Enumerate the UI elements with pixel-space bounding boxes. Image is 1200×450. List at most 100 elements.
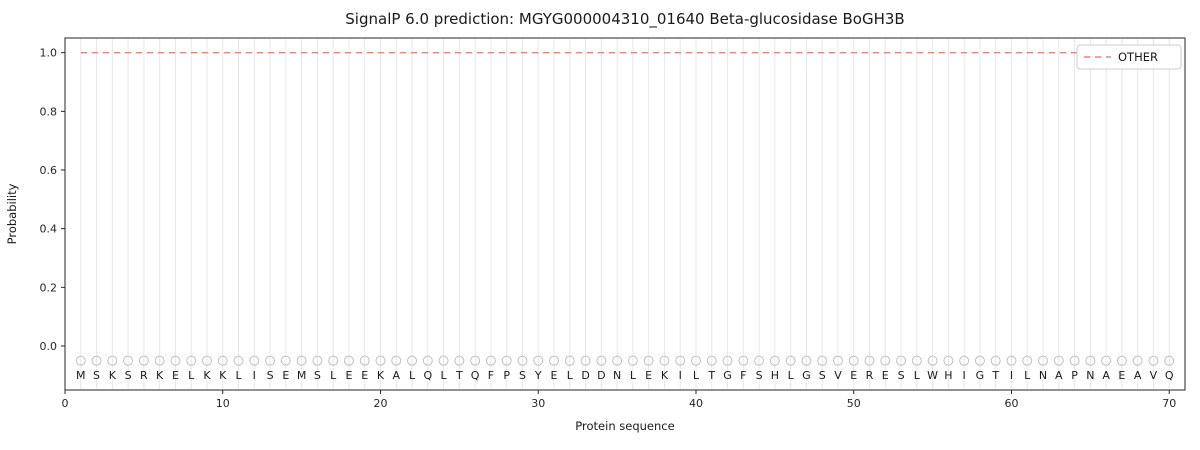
residue-letter: T bbox=[991, 369, 999, 382]
residue-letter: L bbox=[788, 369, 795, 382]
x-axis-label: Protein sequence bbox=[575, 419, 674, 433]
residue-marker bbox=[943, 355, 954, 366]
residue-letter: L bbox=[630, 369, 637, 382]
residue-marker bbox=[549, 355, 560, 366]
residue-marker bbox=[675, 355, 686, 366]
residue-marker bbox=[927, 355, 938, 366]
residue-letter: D bbox=[581, 369, 589, 382]
residue-marker bbox=[848, 355, 859, 366]
residue-letter: K bbox=[109, 369, 117, 382]
residue-marker bbox=[769, 355, 780, 366]
plot-area: 0.00.20.40.60.81.00 10 20 30 40 50 60 70M S K S R K E… bbox=[40, 37, 1186, 410]
residue-letter: P bbox=[1071, 369, 1078, 382]
residue-letter: E bbox=[850, 369, 857, 382]
x-tick-label: 20 bbox=[373, 397, 387, 410]
residue-marker bbox=[754, 355, 765, 366]
residue-marker bbox=[75, 355, 86, 366]
plot-border bbox=[64, 37, 1186, 391]
residue-marker bbox=[1085, 355, 1096, 366]
residue-letter: M bbox=[297, 369, 307, 382]
residue-letter: G bbox=[976, 369, 985, 382]
y-tick-label: 1.0 bbox=[40, 47, 58, 60]
residue-letter: E bbox=[1118, 369, 1125, 382]
residue-marker bbox=[864, 355, 875, 366]
residue-marker bbox=[91, 355, 102, 366]
residue-letter: E bbox=[645, 369, 652, 382]
residue-letter: L bbox=[441, 369, 448, 382]
residue-marker bbox=[359, 355, 370, 366]
residue-marker bbox=[643, 355, 654, 366]
residue-marker bbox=[107, 355, 118, 366]
residue-letter: S bbox=[267, 369, 274, 382]
x-tick-label: 30 bbox=[531, 397, 545, 410]
residue-marker bbox=[1053, 355, 1064, 366]
y-axis-label: Probability bbox=[5, 183, 19, 244]
residue-letter: S bbox=[519, 369, 526, 382]
residue-marker bbox=[974, 355, 985, 366]
residue-marker bbox=[454, 355, 465, 366]
residue-letter: L bbox=[693, 369, 700, 382]
residue-letter: A bbox=[1134, 369, 1142, 382]
residue-letter: I bbox=[679, 369, 682, 382]
residue-letter: L bbox=[567, 369, 574, 382]
residue-marker bbox=[280, 355, 291, 366]
residue-marker bbox=[596, 355, 607, 366]
x-tick-label: 60 bbox=[1004, 397, 1018, 410]
y-tick-label: 0.4 bbox=[40, 223, 58, 236]
residue-letter: R bbox=[140, 369, 148, 382]
x-tick-label: 10 bbox=[216, 397, 230, 410]
residue-letter: I bbox=[963, 369, 966, 382]
residue-marker bbox=[438, 355, 449, 366]
residue-letter: M bbox=[76, 369, 86, 382]
residue-letter: W bbox=[927, 369, 938, 382]
residue-marker bbox=[738, 355, 749, 366]
residue-letter: K bbox=[661, 369, 669, 382]
residue-marker bbox=[123, 355, 134, 366]
residue-marker bbox=[186, 355, 197, 366]
residue-letter: S bbox=[819, 369, 826, 382]
residue-letter: Y bbox=[534, 369, 542, 382]
residue-letter: L bbox=[914, 369, 921, 382]
residue-marker bbox=[990, 355, 1001, 366]
residue-marker bbox=[328, 355, 339, 366]
residue-marker bbox=[785, 355, 796, 366]
residue-marker bbox=[343, 355, 354, 366]
residue-marker bbox=[580, 355, 591, 366]
residue-letter: S bbox=[756, 369, 763, 382]
residue-marker bbox=[627, 355, 638, 366]
residue-marker bbox=[1006, 355, 1017, 366]
residue-letter: A bbox=[1055, 369, 1063, 382]
residue-letter: N bbox=[1039, 369, 1047, 382]
residue-letter: S bbox=[125, 369, 132, 382]
residue-letter: N bbox=[1086, 369, 1094, 382]
y-tick-label: 0.6 bbox=[40, 164, 58, 177]
residue-letter: T bbox=[707, 369, 715, 382]
residue-marker bbox=[1022, 355, 1033, 366]
residue-marker bbox=[896, 355, 907, 366]
residue-marker bbox=[817, 355, 828, 366]
residue-marker bbox=[470, 355, 481, 366]
residue-letter: L bbox=[235, 369, 242, 382]
residue-letter: A bbox=[393, 369, 401, 382]
residue-marker bbox=[249, 355, 260, 366]
residue-marker bbox=[1101, 355, 1112, 366]
residue-letter: K bbox=[156, 369, 164, 382]
residue-marker bbox=[407, 355, 418, 366]
residue-letter: E bbox=[551, 369, 558, 382]
residue-marker bbox=[296, 355, 307, 366]
residue-letter: P bbox=[503, 369, 510, 382]
legend-label: OTHER bbox=[1118, 50, 1158, 64]
residue-marker bbox=[517, 355, 528, 366]
x-tick-label: 50 bbox=[847, 397, 861, 410]
residue-letter: I bbox=[253, 369, 256, 382]
residue-letter: S bbox=[898, 369, 905, 382]
residue-marker bbox=[217, 355, 228, 366]
residue-letter: H bbox=[771, 369, 779, 382]
residue-letter: R bbox=[866, 369, 874, 382]
residue-marker bbox=[391, 355, 402, 366]
residue-marker bbox=[233, 355, 244, 366]
residue-marker bbox=[1116, 355, 1127, 366]
residue-letter: F bbox=[488, 369, 494, 382]
